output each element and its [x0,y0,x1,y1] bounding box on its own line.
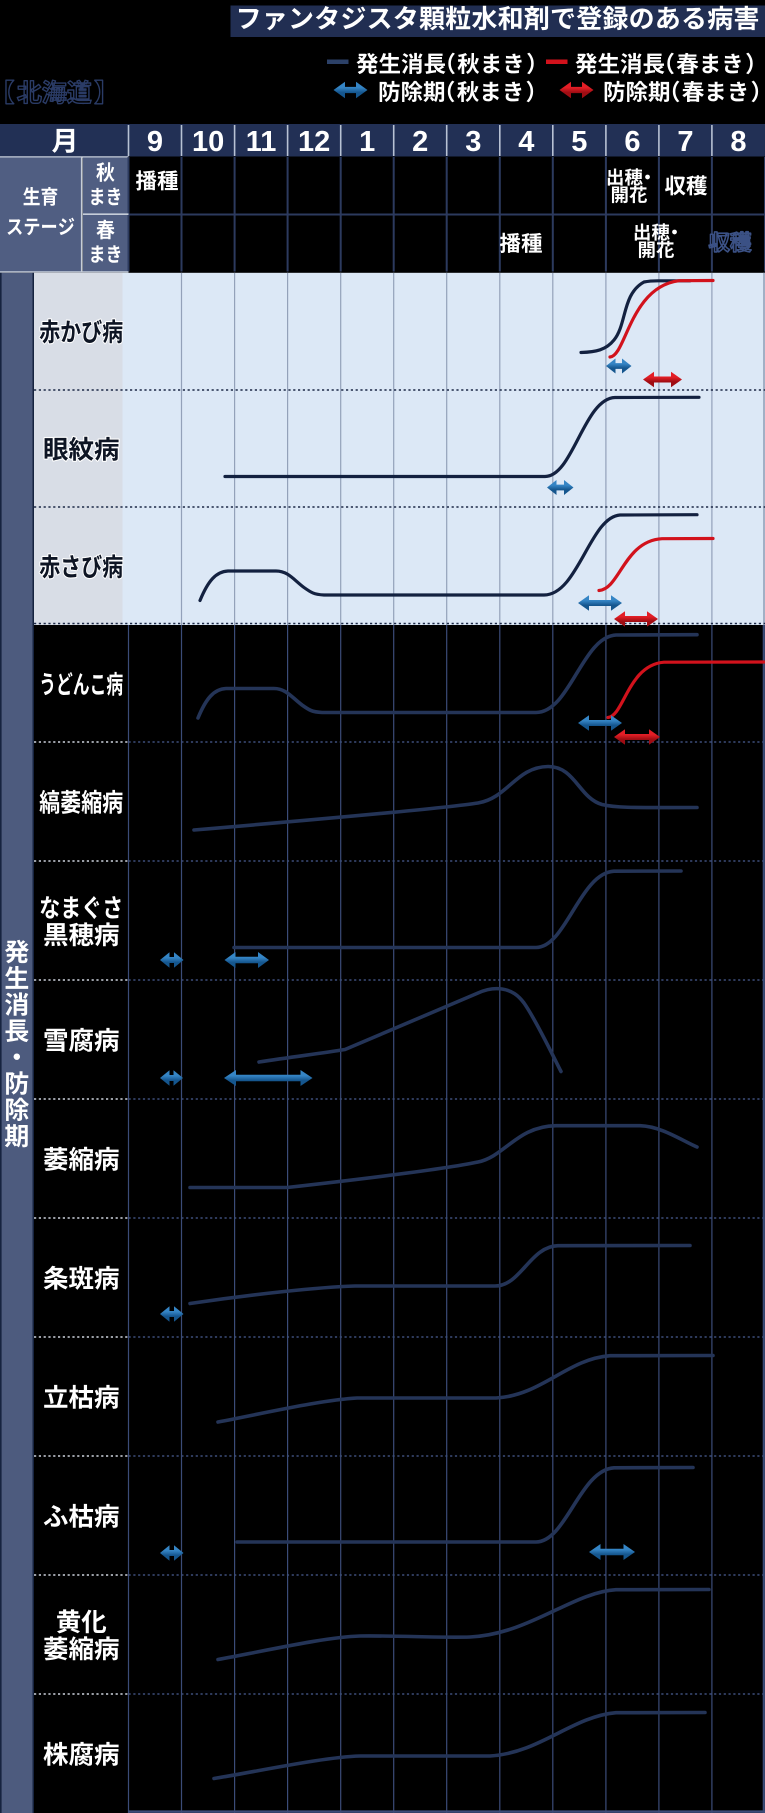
svg-text:7: 7 [677,126,693,158]
svg-text:5: 5 [571,126,587,158]
svg-text:1: 1 [359,126,375,158]
svg-text:12: 12 [298,126,330,158]
svg-text:3: 3 [465,126,481,158]
svg-text:11: 11 [246,126,277,158]
svg-text:6: 6 [624,126,640,158]
svg-text:8: 8 [730,126,746,158]
svg-text:2: 2 [412,126,428,158]
svg-text:4: 4 [518,126,534,158]
svg-text:10: 10 [192,126,224,158]
svg-text:9: 9 [147,126,163,158]
